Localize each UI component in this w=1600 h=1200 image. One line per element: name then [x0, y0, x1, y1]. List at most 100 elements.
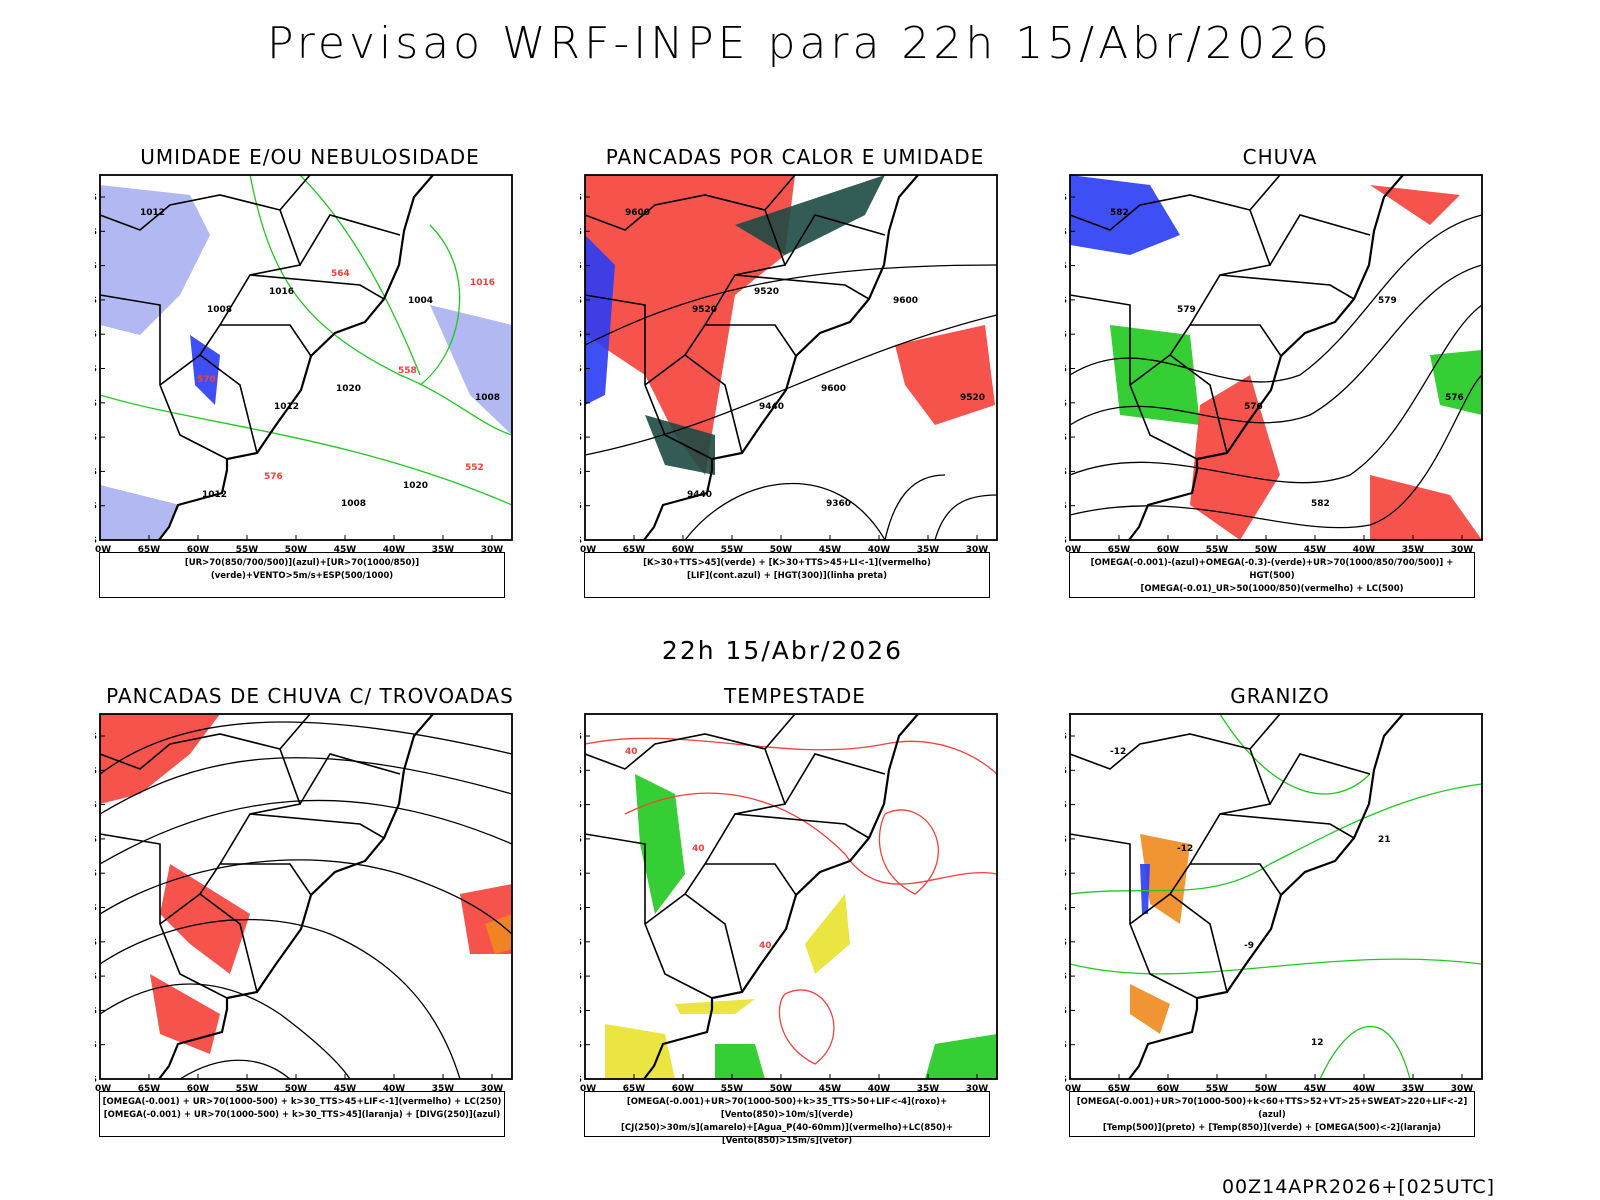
- lat-tick-label: 21S: [95, 835, 97, 845]
- contour-line: [884, 474, 946, 540]
- lat-tick-label: 33S: [1065, 433, 1067, 443]
- contour-line: [1070, 958, 1482, 975]
- contour-label: 21: [1378, 835, 1391, 845]
- legend-line: [OMEGA(-0.001)-(azul)+OMEGA(-0.3)-(verde…: [1090, 558, 1454, 581]
- legend-box: [OMEGA(-0.001) + UR>70(1000-500) + k>30_…: [99, 1091, 505, 1137]
- shaded-area: [430, 305, 512, 435]
- contour-label: 1008: [475, 393, 500, 403]
- lon-tick-label: 35W: [917, 1084, 940, 1094]
- contour-line: [1219, 714, 1371, 795]
- lat-tick-label: 36S: [1065, 1006, 1067, 1016]
- contour-label: 9520: [960, 393, 985, 403]
- field-layer: 9600 9520 9440 9360 9600 9520 9440 9520 9600: [585, 175, 997, 540]
- contour-line: [1070, 783, 1482, 895]
- map-layers: 40 40 40 70W 65W 60W 55W 50W 45W 40W 35W 30W 12S 15S 1…: [580, 713, 998, 1094]
- contour-line: [100, 757, 512, 815]
- legend-line: [CJ(250)>30m/s](amarelo)+[Agua_P(40-60mm…: [620, 1123, 954, 1146]
- map-trovoadas: 70W 65W 60W 55W 50W 45W 40W 35W 30W 12S 15S 18S 21S 2…: [95, 713, 513, 1094]
- lat-tick-label: 36S: [580, 1006, 582, 1016]
- shaded-area: [190, 335, 220, 405]
- shaded-area: [1430, 350, 1482, 415]
- lon-tick-label: 70W: [1065, 1084, 1081, 1094]
- contour-line: [934, 494, 997, 540]
- lon-tick-label: 70W: [580, 1084, 596, 1094]
- legend-box: [OMEGA(-0.001)-(azul)+OMEGA(-0.3)-(verde…: [1069, 552, 1475, 598]
- lat-tick-label: 18S: [1065, 262, 1067, 272]
- lat-tick-label: 42S: [95, 1075, 97, 1085]
- lon-tick-label: 55W: [236, 1084, 259, 1094]
- lon-tick-label: 50W: [285, 1084, 308, 1094]
- lat-tick-label: 27S: [1065, 365, 1067, 375]
- contour-label: 1016: [269, 287, 294, 297]
- lat-tick-label: 15S: [95, 766, 97, 776]
- contour-label: 576: [1244, 402, 1263, 412]
- lat-tick-label: 30S: [1065, 399, 1067, 409]
- lon-tick-label: 50W: [770, 545, 793, 555]
- lat-tick-label: 15S: [580, 227, 582, 237]
- legend-box: [OMEGA(-0.001)+UR>70(1000-500)+k>35_TTS>…: [584, 1091, 990, 1146]
- lat-tick-label: 33S: [95, 972, 97, 982]
- contour-line: [1070, 374, 1482, 529]
- lon-tick-label: 65W: [138, 545, 161, 555]
- contour-label: 1020: [403, 481, 428, 491]
- lat-tick-label: 15S: [1065, 766, 1067, 776]
- legend-line: [OMEGA(-0.001)+UR>70(1000-500)+k<60+TTS>…: [1076, 1097, 1468, 1120]
- contour-label: 9520: [692, 305, 717, 315]
- map-tempestade: 40 40 40 70W 65W 60W 55W 50W 45W 40W 35W 30W 12S 15S 1…: [580, 713, 998, 1094]
- lat-tick-label: 27S: [95, 904, 97, 914]
- lat-tick-label: 42S: [580, 536, 582, 546]
- contour-label: 12: [1311, 1038, 1324, 1048]
- contour-line: [1070, 214, 1482, 383]
- panel-title: UMIDADE E/OU NEBULOSIDADE: [140, 145, 480, 169]
- legend-line: [K>30+TTS>45](verde) + [K>30+TTS>45+LI<-…: [643, 558, 931, 568]
- legend-line: [OMEGA(-0.01)_UR>50(1000/850)(vermelho) …: [1140, 584, 1404, 594]
- contour-label: 9600: [893, 296, 918, 306]
- lon-tick-label: 60W: [187, 1084, 210, 1094]
- map-frame: [99, 713, 513, 1080]
- legend-line: [UR>70(850/700/500)](azul)+[UR>70(1000/8…: [184, 558, 420, 581]
- lat-tick-label: 18S: [580, 801, 582, 811]
- panel-pancadas-calor: PANCADAS POR CALOR E UMIDADE 9600 9520 944…: [550, 145, 1030, 625]
- contour-label: 9440: [759, 402, 784, 412]
- lon-tick-label: 45W: [1304, 1084, 1327, 1094]
- contour-label: -9: [1244, 941, 1254, 951]
- lat-tick-label: 24S: [1065, 869, 1067, 879]
- lat-tick-label: 42S: [1065, 536, 1067, 546]
- lon-tick-label: 60W: [1157, 545, 1180, 555]
- lat-tick-label: 33S: [95, 433, 97, 443]
- lon-tick-label: 35W: [432, 1084, 455, 1094]
- lat-tick-label: 24S: [1065, 330, 1067, 340]
- lat-tick-label: 24S: [580, 330, 582, 340]
- shaded-area: [675, 999, 755, 1014]
- lon-tick-label: 65W: [1108, 545, 1131, 555]
- lat-tick-label: 33S: [580, 972, 582, 982]
- contour-line: [624, 792, 997, 885]
- shaded-area: [100, 714, 220, 804]
- shaded-area: [1070, 175, 1180, 255]
- contour-label: 558: [398, 366, 417, 376]
- lat-tick-label: 12S: [1065, 732, 1067, 742]
- lat-tick-label: 15S: [1065, 227, 1067, 237]
- field-layer: [100, 714, 512, 1079]
- map-pancadas-calor: 9600 9520 9440 9360 9600 9520 9440 9520 9600 70W 6…: [580, 174, 998, 555]
- shaded-area: [605, 1024, 675, 1079]
- lon-tick-label: 30W: [966, 545, 989, 555]
- shaded-area: [1130, 984, 1170, 1034]
- shaded-area: [585, 235, 615, 405]
- lat-tick-label: 36S: [95, 1006, 97, 1016]
- lon-tick-label: 45W: [334, 545, 357, 555]
- lat-tick-label: 18S: [95, 262, 97, 272]
- lon-tick-label: 35W: [432, 545, 455, 555]
- map-layers: 9600 9520 9440 9360 9600 9520 9440 9520 9600 70W 6…: [580, 174, 998, 555]
- lon-tick-label: 65W: [623, 1084, 646, 1094]
- lat-tick-label: 27S: [95, 365, 97, 375]
- contour-label: -12: [1110, 747, 1126, 757]
- contour-label: 40: [759, 941, 772, 951]
- contour-label: 9520: [754, 287, 779, 297]
- lon-tick-label: 70W: [580, 545, 596, 555]
- legend-line: [OMEGA(-0.001)+UR>70(1000-500)+k>35_TTS>…: [626, 1097, 948, 1120]
- contour-line: [100, 721, 512, 775]
- contour-label: 1004: [408, 296, 433, 306]
- lon-tick-label: 40W: [383, 1084, 406, 1094]
- contour-line: [1070, 264, 1482, 426]
